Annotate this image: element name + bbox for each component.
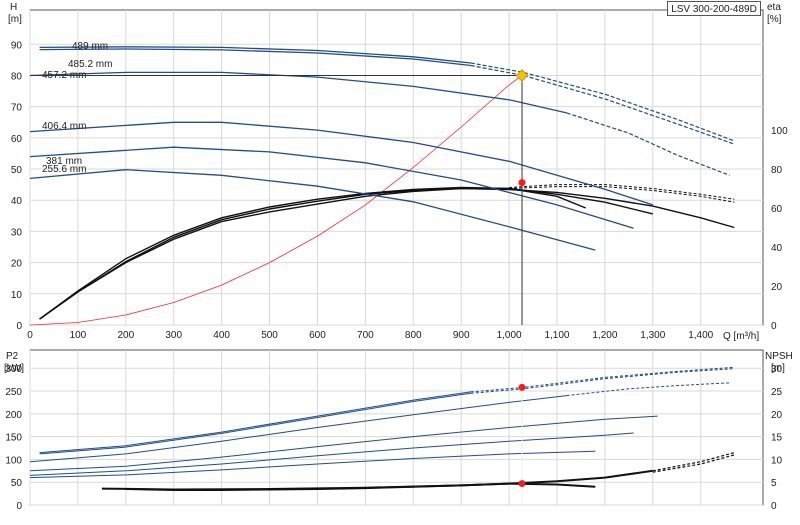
npsh-tick-label: 25 <box>771 387 783 398</box>
y-left-tick-label: 10 <box>11 290 23 301</box>
p2-tick-label: 300 <box>5 364 22 375</box>
npsh-axis-unit: [m] <box>771 363 785 374</box>
x-tick-label: 300 <box>165 330 182 341</box>
y-left-tick-label: 20 <box>11 259 23 270</box>
head-curve-label: 406.4 mm <box>42 121 86 132</box>
p2-tick-label: 0 <box>16 501 22 512</box>
p2-tick-label: 150 <box>5 433 22 444</box>
top-plot-frame <box>29 9 764 326</box>
head-curve-label: 381 mm <box>46 156 82 167</box>
chart-title: LSV 300-200-489D <box>667 1 761 16</box>
p2-tick-label: 50 <box>11 478 23 489</box>
head-curve <box>39 48 471 67</box>
npsh-tick-label: 10 <box>771 455 783 466</box>
npsh-tick-label: 15 <box>771 433 783 444</box>
y-right-tick-label: 0 <box>771 321 777 332</box>
y-left-unit: [m] <box>8 14 22 25</box>
y-right-tick-label: 80 <box>771 165 783 176</box>
x-tick-label: 1,400 <box>688 330 713 341</box>
p2-axis-label: P2 <box>6 351 19 362</box>
power-duty-marker <box>518 383 526 391</box>
efficiency-duty-marker <box>518 179 526 187</box>
y-right-tick-label: 100 <box>771 126 788 137</box>
x-axis-label: Q [m³/h] <box>723 331 759 342</box>
y-left-tick-label: 30 <box>11 227 23 238</box>
power-curve <box>39 391 471 454</box>
head-curve-extrapolated <box>470 62 735 142</box>
y-left-tick-label: 0 <box>16 321 22 332</box>
power-curve-extrapolated <box>566 382 730 397</box>
x-tick-label: 1,000 <box>497 330 522 341</box>
head-curve <box>29 121 654 206</box>
npsh-curve <box>101 482 596 491</box>
power-curve <box>29 450 596 479</box>
y-left-tick-label: 80 <box>11 71 23 82</box>
head-curve <box>29 71 567 114</box>
x-tick-label: 800 <box>405 330 422 341</box>
p2-tick-label: 100 <box>5 455 22 466</box>
duty-point-marker <box>515 69 529 82</box>
y-left-tick-label: 50 <box>11 165 23 176</box>
head-curve-extrapolated <box>470 64 735 145</box>
npsh-tick-label: 0 <box>771 501 777 512</box>
head-curve <box>39 46 471 64</box>
head-curve-label: 485.2 mm <box>68 59 112 70</box>
x-tick-label: 1,200 <box>592 330 617 341</box>
efficiency-curve <box>39 187 735 320</box>
x-tick-label: 500 <box>261 330 278 341</box>
x-tick-label: 1,100 <box>544 330 569 341</box>
y-left-tick-label: 90 <box>11 40 23 51</box>
head-curve-extrapolated <box>566 112 730 176</box>
x-tick-label: 200 <box>117 330 134 341</box>
efficiency-curve-extrapolated <box>509 186 735 203</box>
npsh-curve-extrapolated <box>652 454 735 473</box>
x-tick-label: 600 <box>309 330 326 341</box>
y-left-tick-label: 70 <box>11 103 23 114</box>
y-left-tick-label: 40 <box>11 196 23 207</box>
head-curve-label: 489 mm <box>72 41 108 52</box>
npsh-duty-marker <box>518 480 526 488</box>
p2-tick-label: 250 <box>5 387 22 398</box>
y-right-tick-label: 60 <box>771 204 783 215</box>
p2-tick-label: 200 <box>5 410 22 421</box>
head-curve <box>29 146 634 229</box>
npsh-axis-label: NPSH <box>765 351 793 362</box>
power-curve-extrapolated <box>470 368 735 394</box>
y-left-tick-label: 60 <box>11 134 23 145</box>
power-curve <box>39 392 471 455</box>
y-right-unit: [%] <box>767 14 782 25</box>
power-curve <box>29 395 567 463</box>
efficiency-curve <box>39 187 653 320</box>
y-right-label: eta <box>767 2 781 13</box>
npsh-tick-label: 30 <box>771 364 783 375</box>
x-tick-label: 1,300 <box>640 330 665 341</box>
y-right-tick-label: 20 <box>771 282 783 293</box>
npsh-tick-label: 20 <box>771 410 783 421</box>
y-left-label: H <box>10 2 17 13</box>
head-curve-label: 255.6 mm <box>42 164 86 175</box>
efficiency-curve-extrapolated <box>509 184 735 200</box>
x-tick-label: 0 <box>27 330 33 341</box>
power-curve <box>29 432 634 476</box>
x-tick-label: 900 <box>453 330 470 341</box>
system-curve <box>29 75 523 326</box>
power-curve-extrapolated <box>470 366 735 393</box>
p2-axis-unit: [kW] <box>4 363 24 374</box>
npsh-curve-extrapolated <box>652 452 735 472</box>
x-tick-label: 400 <box>213 330 230 341</box>
x-tick-label: 700 <box>357 330 374 341</box>
head-curve <box>29 169 596 251</box>
y-right-tick-label: 40 <box>771 243 783 254</box>
npsh-tick-label: 5 <box>771 478 777 489</box>
power-curve <box>29 415 658 472</box>
x-tick-label: 100 <box>70 330 87 341</box>
